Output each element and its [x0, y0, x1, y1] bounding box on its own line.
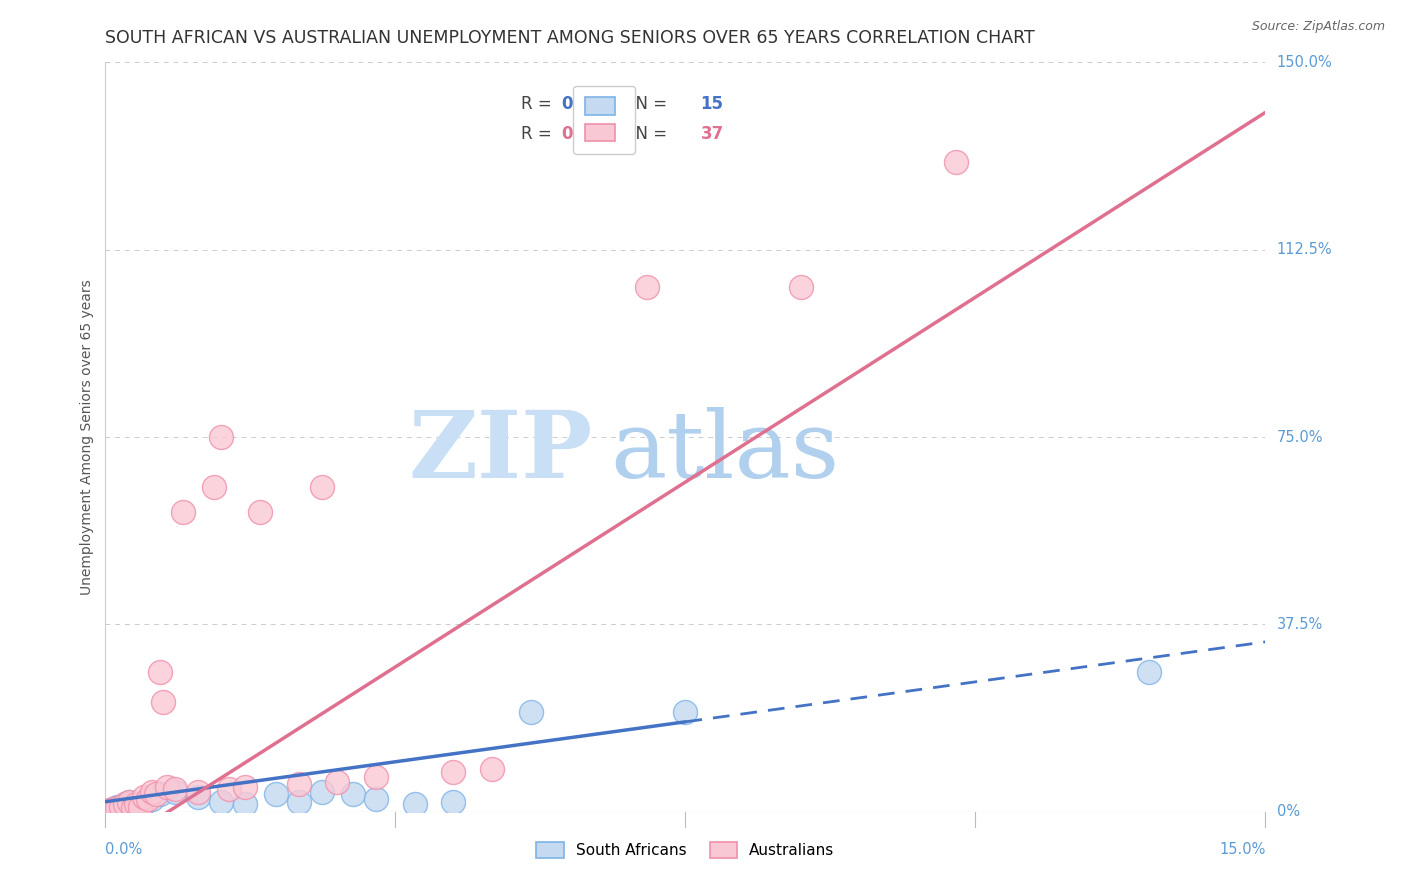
Point: [118, 795, 141, 809]
Text: 0.0%: 0.0%: [105, 842, 142, 857]
Point: [218, 782, 240, 797]
Point: [114, 797, 136, 812]
Text: N =: N =: [626, 95, 672, 112]
Point: [790, 280, 813, 294]
Point: [441, 764, 464, 779]
Point: [364, 770, 387, 784]
Point: [163, 785, 186, 799]
Point: [202, 480, 225, 494]
Point: [105, 801, 128, 815]
Point: [520, 705, 543, 719]
Point: [172, 505, 194, 519]
Point: [129, 799, 152, 814]
Text: R =: R =: [520, 95, 557, 112]
Point: [364, 792, 387, 806]
Point: [342, 787, 364, 801]
Point: [233, 780, 256, 794]
Point: [287, 777, 309, 791]
Point: [287, 795, 309, 809]
Point: [132, 796, 156, 810]
Point: [264, 787, 287, 801]
Text: 0.774: 0.774: [561, 125, 614, 143]
Text: SOUTH AFRICAN VS AUSTRALIAN UNEMPLOYMENT AMONG SENIORS OVER 65 YEARS CORRELATION: SOUTH AFRICAN VS AUSTRALIAN UNEMPLOYMENT…: [105, 29, 1035, 47]
Point: [152, 695, 174, 709]
Point: [156, 780, 179, 794]
Point: [98, 803, 121, 817]
Point: [103, 802, 124, 816]
Text: 15: 15: [700, 95, 724, 112]
Point: [404, 797, 426, 812]
Point: [311, 480, 333, 494]
Text: R =: R =: [520, 125, 557, 143]
Point: [211, 795, 233, 809]
Point: [121, 798, 143, 813]
Point: [136, 792, 159, 806]
Point: [675, 705, 697, 719]
Text: 0.635: 0.635: [561, 95, 614, 112]
Point: [311, 785, 333, 799]
Point: [233, 797, 256, 812]
Point: [636, 280, 658, 294]
Text: 37: 37: [700, 125, 724, 143]
Point: [118, 795, 141, 809]
Point: [1139, 665, 1161, 679]
Y-axis label: Unemployment Among Seniors over 65 years: Unemployment Among Seniors over 65 years: [80, 279, 94, 595]
Point: [105, 799, 128, 814]
Text: atlas: atlas: [610, 407, 839, 497]
Text: 112.5%: 112.5%: [1277, 243, 1331, 257]
Point: [103, 802, 124, 816]
Point: [114, 797, 136, 812]
Point: [141, 785, 163, 799]
Point: [945, 155, 967, 169]
Point: [187, 785, 209, 799]
Point: [481, 762, 503, 776]
Text: 15.0%: 15.0%: [1219, 842, 1265, 857]
Point: [163, 782, 186, 797]
Point: [326, 774, 349, 789]
Text: N =: N =: [626, 125, 672, 143]
Point: [125, 802, 148, 816]
Text: ZIP: ZIP: [408, 407, 593, 497]
Point: [132, 789, 156, 804]
Point: [249, 505, 271, 519]
Point: [125, 797, 148, 812]
Point: [121, 801, 143, 815]
Point: [187, 789, 209, 804]
Text: Source: ZipAtlas.com: Source: ZipAtlas.com: [1251, 20, 1385, 33]
Text: 0%: 0%: [1277, 805, 1299, 819]
Text: 75.0%: 75.0%: [1277, 430, 1323, 444]
Point: [149, 787, 172, 801]
Point: [145, 787, 167, 801]
Point: [110, 801, 132, 815]
Point: [141, 792, 163, 806]
Text: 37.5%: 37.5%: [1277, 617, 1323, 632]
Legend: South Africans, Australians: South Africans, Australians: [530, 836, 841, 864]
Point: [110, 799, 132, 814]
Point: [149, 665, 172, 679]
Point: [211, 430, 233, 444]
Text: 150.0%: 150.0%: [1277, 55, 1333, 70]
Point: [441, 795, 464, 809]
